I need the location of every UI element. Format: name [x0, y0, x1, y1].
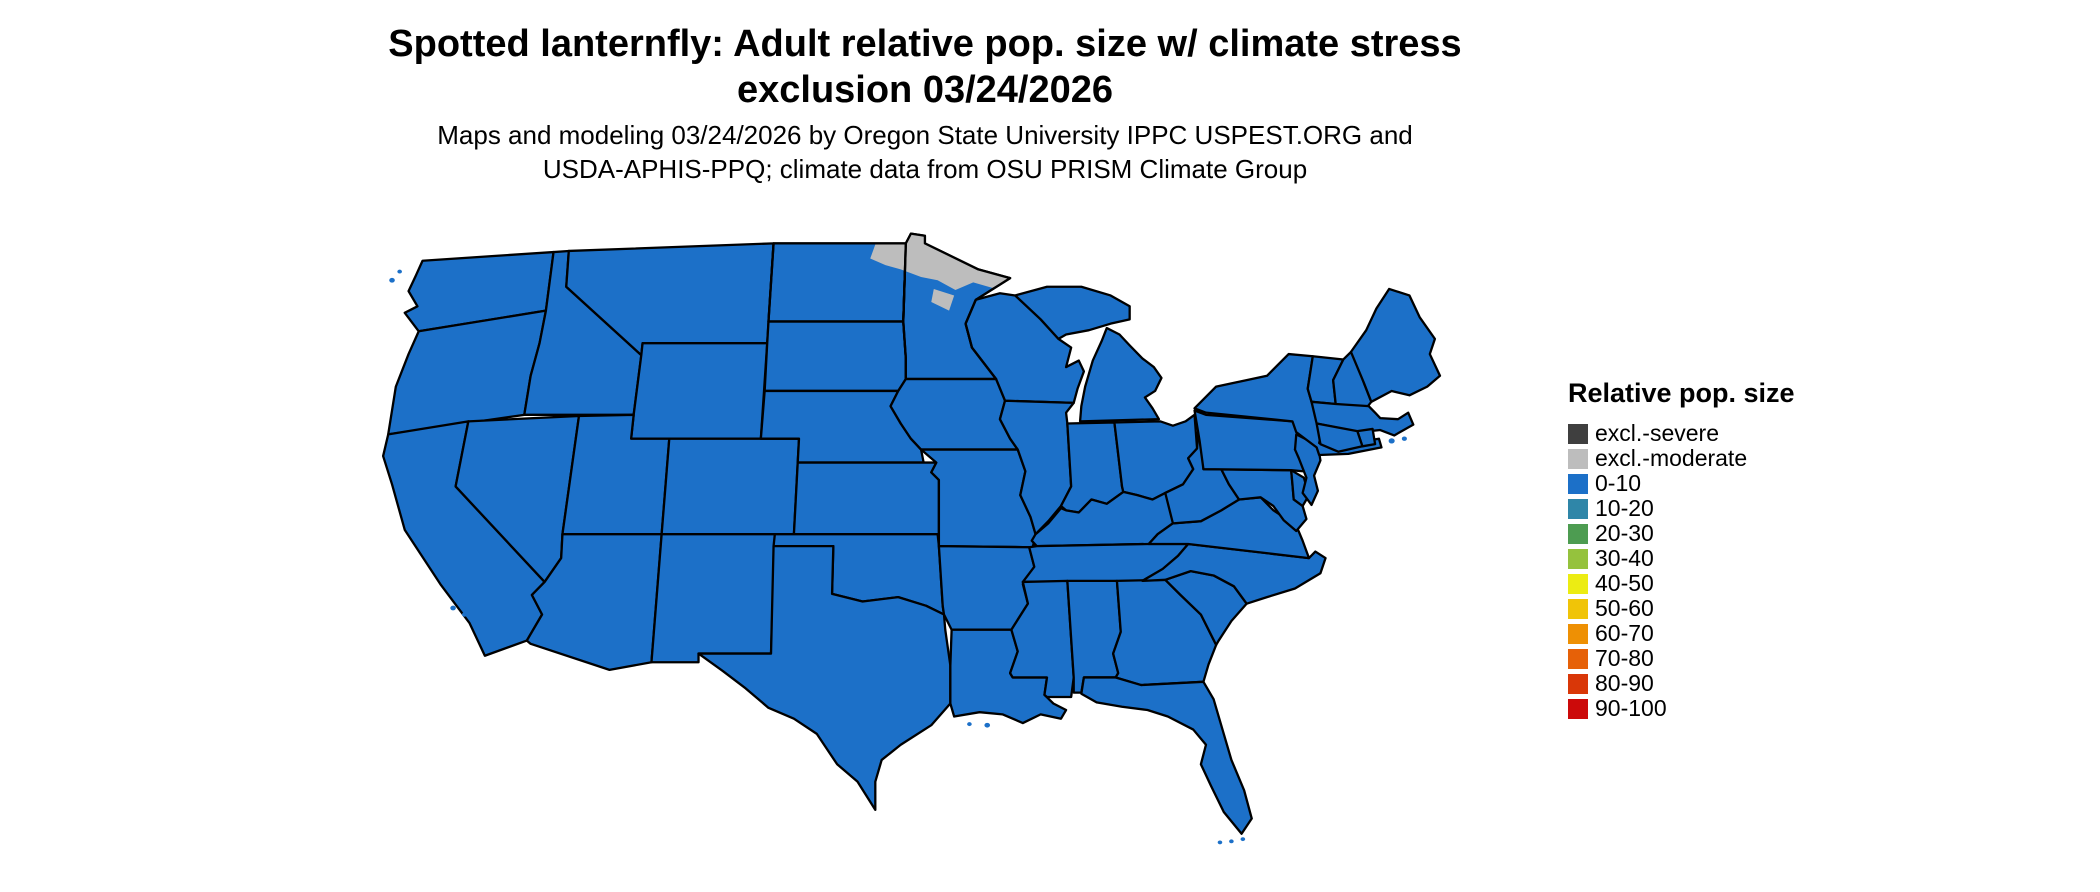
legend-swatch: [1568, 423, 1588, 444]
island-dot: [450, 605, 456, 611]
legend-swatch: [1568, 498, 1588, 519]
state-shape: [1015, 287, 1129, 339]
coastal-islands: [389, 269, 1407, 845]
legend-swatch: [1568, 448, 1588, 469]
legend: Relative pop. size excl.-severe excl.-mod…: [1568, 378, 1795, 721]
island-dot: [397, 269, 402, 274]
legend-swatch: [1568, 573, 1588, 594]
legend-item: 40-50: [1568, 571, 1795, 596]
state-shape: [631, 343, 767, 439]
legend-swatch: [1568, 548, 1588, 569]
state-shapes: [383, 234, 1440, 834]
island-dot: [461, 612, 468, 617]
state-border-overlay: [903, 234, 1010, 379]
state-shape: [388, 311, 546, 435]
legend-swatch: [1568, 623, 1588, 644]
legend-item: 50-60: [1568, 596, 1795, 621]
legend-label: 30-40: [1595, 545, 1654, 571]
island-dot: [1388, 438, 1395, 444]
legend-label: 10-20: [1595, 495, 1654, 521]
legend-label: 80-90: [1595, 670, 1654, 696]
legend-swatch: [1568, 648, 1588, 669]
page-title-line2: exclusion 03/24/2026: [736, 68, 1114, 111]
us-map-svg: [303, 226, 1543, 845]
state-border-overlays: [768, 234, 1010, 379]
legend-swatch: [1568, 523, 1588, 544]
island-dot: [1401, 436, 1407, 441]
legend-item: 60-70: [1568, 621, 1795, 646]
legend-swatch: [1568, 698, 1588, 719]
state-shape: [651, 534, 774, 662]
legend-label: 50-60: [1595, 595, 1654, 621]
legend-label: 20-30: [1595, 520, 1654, 546]
legend-item: 70-80: [1568, 646, 1795, 671]
island-dot: [967, 722, 972, 727]
state-shape: [1080, 328, 1161, 421]
island-dot: [1217, 840, 1223, 845]
legend-label: 90-100: [1595, 695, 1667, 721]
island-dot: [389, 277, 395, 283]
state-shape: [1142, 544, 1325, 604]
page-subtitle-line2: USDA-APHIS-PPQ; climate data from OSU PR…: [542, 154, 1308, 185]
legend-item: 80-90: [1568, 671, 1795, 696]
state-shape: [699, 546, 951, 810]
page-subtitle: Maps and modeling 03/24/2026 by Oregon S…: [0, 118, 1850, 187]
legend-item: 0-10: [1568, 471, 1795, 496]
page-title-line1: Spotted lanternfly: Adult relative pop. …: [388, 23, 1462, 65]
state-shape: [794, 463, 939, 535]
legend-label: excl.-moderate: [1595, 445, 1748, 471]
legend-swatch: [1568, 473, 1588, 494]
state-shape: [1351, 289, 1440, 402]
legend-swatch: [1568, 598, 1588, 619]
state-shape: [765, 322, 906, 391]
state-shape: [1081, 677, 1251, 833]
state-shape: [1067, 581, 1120, 693]
island-dot: [1229, 839, 1234, 844]
legend-item: 30-40: [1568, 546, 1795, 571]
legend-label: 40-50: [1595, 570, 1654, 596]
island-dot: [1240, 837, 1246, 842]
legend-item: excl.-severe: [1568, 421, 1795, 446]
legend-items: excl.-severe excl.-moderate 0-10 10-20 20-30…: [1568, 421, 1795, 721]
legend-item: excl.-moderate: [1568, 446, 1795, 471]
us-map: [303, 226, 1543, 888]
legend-label: 70-80: [1595, 645, 1654, 671]
legend-label: excl.-severe: [1595, 420, 1719, 446]
legend-item: 10-20: [1568, 496, 1795, 521]
exclusion-region-moderate: [931, 288, 955, 311]
legend-item: 20-30: [1568, 521, 1795, 546]
state-shape: [1317, 424, 1363, 452]
legend-swatch: [1568, 673, 1588, 694]
legend-title: Relative pop. size: [1568, 378, 1795, 408]
island-dot: [984, 722, 991, 728]
legend-item: 90-100: [1568, 696, 1795, 721]
legend-label: 0-10: [1595, 470, 1642, 496]
page-subtitle-line1: Maps and modeling 03/24/2026 by Oregon S…: [437, 120, 1413, 150]
page-title: Spotted lanternfly: Adult relative pop. …: [0, 22, 1850, 113]
state-shape: [662, 439, 799, 535]
legend-label: 60-70: [1595, 620, 1654, 646]
